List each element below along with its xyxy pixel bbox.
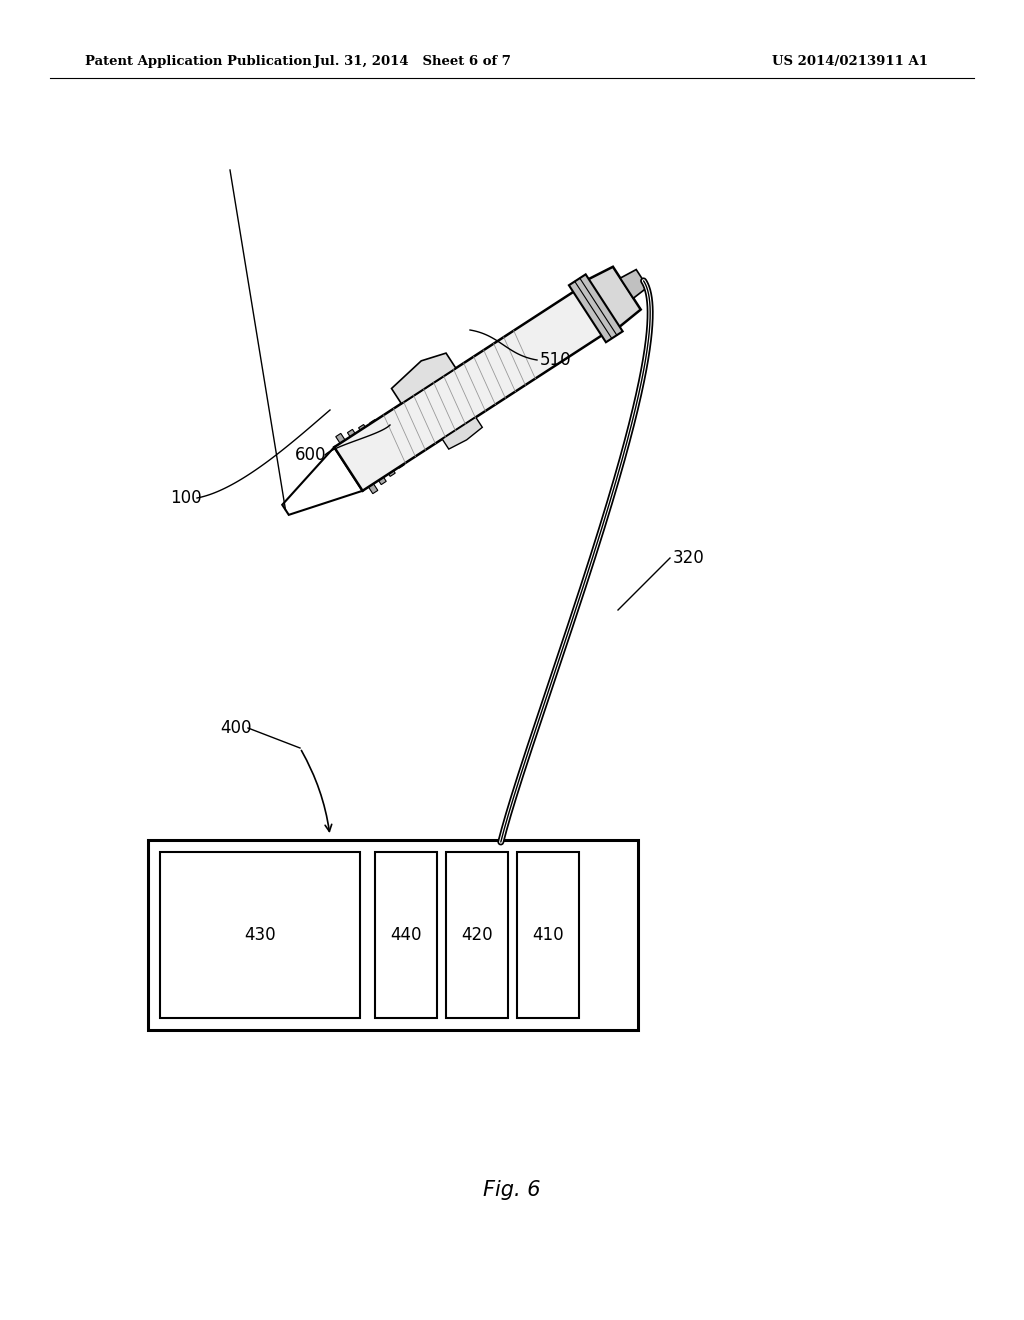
Text: Jul. 31, 2014   Sheet 6 of 7: Jul. 31, 2014 Sheet 6 of 7 <box>313 55 510 69</box>
Text: 600: 600 <box>295 446 327 465</box>
Polygon shape <box>334 289 606 491</box>
Polygon shape <box>391 352 456 404</box>
Bar <box>517 851 579 1018</box>
Bar <box>375 851 437 1018</box>
Polygon shape <box>442 417 482 449</box>
Text: US 2014/0213911 A1: US 2014/0213911 A1 <box>772 55 928 69</box>
Text: 510: 510 <box>540 351 571 370</box>
Polygon shape <box>336 433 378 494</box>
Text: 410: 410 <box>532 927 564 944</box>
Text: Patent Application Publication: Patent Application Publication <box>85 55 311 69</box>
Polygon shape <box>358 425 395 477</box>
Bar <box>160 851 360 1018</box>
Polygon shape <box>569 275 623 342</box>
Polygon shape <box>575 267 641 337</box>
Polygon shape <box>347 429 386 484</box>
Text: 320: 320 <box>673 549 705 568</box>
Bar <box>446 851 508 1018</box>
Text: 420: 420 <box>461 927 493 944</box>
Polygon shape <box>370 420 404 469</box>
Text: 440: 440 <box>390 927 422 944</box>
Text: 100: 100 <box>170 488 202 507</box>
Text: 400: 400 <box>220 719 252 737</box>
Text: 430: 430 <box>244 927 275 944</box>
Text: Fig. 6: Fig. 6 <box>483 1180 541 1200</box>
Polygon shape <box>621 269 647 298</box>
FancyBboxPatch shape <box>148 840 638 1030</box>
